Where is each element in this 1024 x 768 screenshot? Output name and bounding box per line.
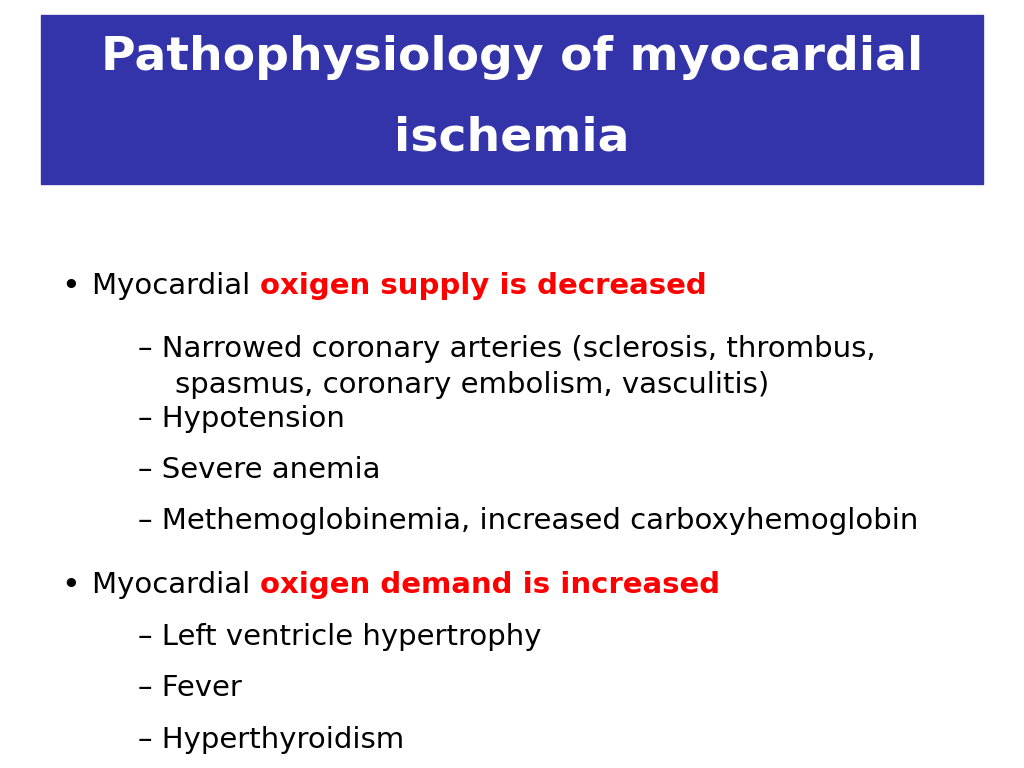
Text: oxigen demand is increased: oxigen demand is increased <box>260 571 720 599</box>
Text: oxigen supply is decreased: oxigen supply is decreased <box>260 273 707 300</box>
Text: – Methemoglobinemia, increased carboxyhemoglobin: – Methemoglobinemia, increased carboxyhe… <box>138 508 919 535</box>
Text: ischemia: ischemia <box>394 116 630 161</box>
Text: – Left ventricle hypertrophy: – Left ventricle hypertrophy <box>138 623 542 650</box>
Text: – Narrowed coronary arteries (sclerosis, thrombus,
    spasmus, coronary embolis: – Narrowed coronary arteries (sclerosis,… <box>138 336 876 399</box>
Text: – Hypotension: – Hypotension <box>138 405 345 432</box>
Text: Myocardial: Myocardial <box>92 571 260 599</box>
Text: Pathophysiology of myocardial: Pathophysiology of myocardial <box>101 35 923 80</box>
Text: – Severe anemia: – Severe anemia <box>138 456 381 484</box>
Text: – Hyperthyroidism: – Hyperthyroidism <box>138 726 404 753</box>
Text: Myocardial: Myocardial <box>92 273 260 300</box>
FancyBboxPatch shape <box>41 15 983 184</box>
Text: – Fever: – Fever <box>138 674 242 702</box>
Text: •: • <box>61 570 80 601</box>
Text: •: • <box>61 271 80 302</box>
